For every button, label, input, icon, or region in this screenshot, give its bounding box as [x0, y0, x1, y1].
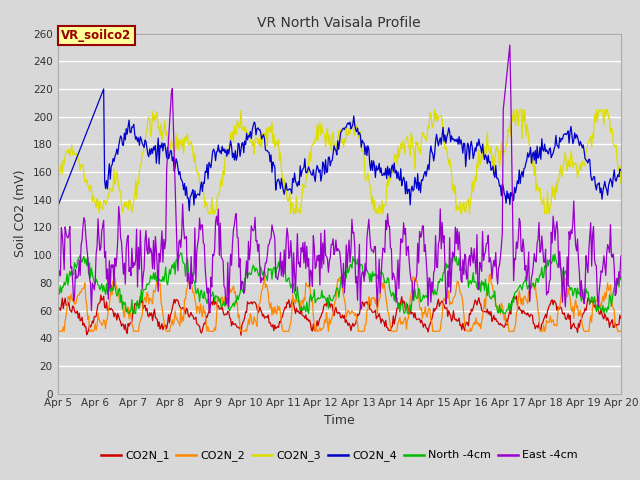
North -4cm: [617, 277, 625, 283]
CO2N_1: [617, 315, 625, 321]
CO2N_2: [479, 314, 486, 320]
East -4cm: [198, 222, 206, 228]
CO2N_3: [387, 177, 394, 183]
CO2N_4: [480, 150, 488, 156]
East -4cm: [431, 267, 438, 273]
Line: CO2N_1: CO2N_1: [58, 295, 621, 335]
Line: North -4cm: North -4cm: [58, 253, 621, 313]
CO2N_3: [431, 107, 438, 113]
CO2N_4: [54, 204, 61, 210]
East -4cm: [387, 245, 394, 251]
North -4cm: [154, 277, 162, 283]
Text: VR_soilco2: VR_soilco2: [61, 29, 132, 42]
CO2N_2: [54, 323, 61, 328]
Legend: CO2N_1, CO2N_2, CO2N_3, CO2N_4, North -4cm, East -4cm: CO2N_1, CO2N_2, CO2N_3, CO2N_4, North -4…: [96, 446, 582, 466]
CO2N_3: [154, 109, 161, 115]
North -4cm: [388, 293, 396, 299]
Title: VR North Vaisala Profile: VR North Vaisala Profile: [257, 16, 421, 30]
CO2N_3: [198, 188, 206, 194]
North -4cm: [200, 288, 208, 294]
East -4cm: [479, 228, 486, 234]
CO2N_3: [205, 211, 213, 216]
CO2N_1: [310, 327, 318, 333]
CO2N_3: [617, 180, 625, 186]
CO2N_4: [310, 174, 318, 180]
East -4cm: [617, 253, 625, 259]
CO2N_2: [486, 271, 494, 277]
Line: East -4cm: East -4cm: [58, 45, 621, 313]
North -4cm: [310, 287, 318, 292]
Line: CO2N_4: CO2N_4: [58, 89, 621, 211]
East -4cm: [506, 42, 514, 48]
CO2N_2: [54, 328, 62, 334]
North -4cm: [177, 250, 184, 256]
CO2N_1: [480, 308, 488, 314]
CO2N_2: [617, 328, 625, 334]
CO2N_1: [54, 315, 61, 321]
CO2N_3: [479, 156, 486, 162]
Line: CO2N_3: CO2N_3: [58, 110, 621, 214]
Y-axis label: Soil CO2 (mV): Soil CO2 (mV): [15, 170, 28, 257]
CO2N_3: [54, 177, 61, 183]
North -4cm: [54, 287, 61, 292]
CO2N_3: [310, 141, 317, 146]
CO2N_1: [154, 324, 162, 329]
North -4cm: [124, 311, 132, 316]
East -4cm: [54, 303, 61, 309]
CO2N_4: [200, 180, 208, 186]
CO2N_1: [237, 332, 244, 338]
CO2N_4: [100, 86, 108, 92]
CO2N_4: [186, 208, 193, 214]
CO2N_4: [154, 135, 162, 141]
CO2N_2: [154, 285, 162, 291]
CO2N_3: [510, 107, 518, 113]
CO2N_2: [310, 312, 317, 318]
East -4cm: [154, 264, 161, 270]
CO2N_1: [200, 323, 207, 329]
East -4cm: [310, 233, 317, 239]
CO2N_1: [97, 292, 105, 298]
CO2N_2: [431, 328, 438, 334]
North -4cm: [480, 279, 488, 285]
CO2N_1: [388, 324, 396, 330]
CO2N_1: [432, 306, 440, 312]
CO2N_4: [617, 167, 625, 173]
East -4cm: [206, 310, 214, 316]
CO2N_2: [387, 324, 394, 330]
North -4cm: [432, 290, 440, 296]
Line: CO2N_2: CO2N_2: [58, 274, 621, 331]
CO2N_4: [432, 139, 440, 144]
X-axis label: Time: Time: [324, 414, 355, 427]
CO2N_2: [200, 302, 207, 308]
CO2N_4: [388, 165, 396, 171]
